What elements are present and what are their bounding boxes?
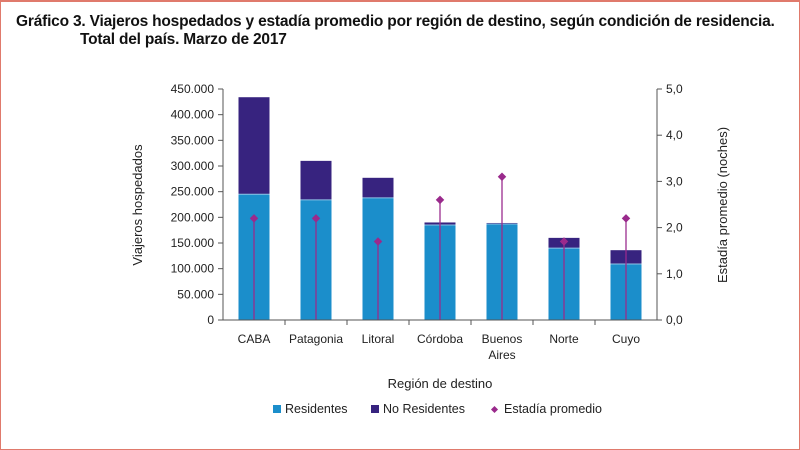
bar-no-residentes xyxy=(300,160,332,200)
y2-tick-label: 5,0 xyxy=(666,82,683,96)
chart-title-line2: Total del país. Marzo de 2017 xyxy=(80,31,287,48)
x-tick-label: Buenos xyxy=(482,332,523,346)
y2-tick-label: 4,0 xyxy=(666,128,683,142)
y-tick-label: 450.000 xyxy=(171,82,215,96)
y-tick-label: 100.000 xyxy=(171,262,215,276)
y2-tick-label: 3,0 xyxy=(666,174,683,188)
y2-axis-title: Estadía promedio (noches) xyxy=(715,127,730,283)
legend-label-residentes: Residentes xyxy=(285,402,348,416)
x-tick-label: Litoral xyxy=(362,332,395,346)
y-tick-label: 200.000 xyxy=(171,210,215,224)
legend-label-estadia: Estadía promedio xyxy=(504,402,602,416)
y-tick-label: 150.000 xyxy=(171,236,215,250)
legend-swatch-residentes xyxy=(273,405,281,413)
y-tick-label: 50.000 xyxy=(177,287,214,301)
x-tick-label: Córdoba xyxy=(417,332,463,346)
y2-tick-label: 2,0 xyxy=(666,221,683,235)
y-tick-label: 400.000 xyxy=(171,108,215,122)
y-tick-label: 0 xyxy=(207,313,214,327)
estadia-marker xyxy=(249,214,259,223)
estadia-marker xyxy=(435,195,445,205)
legend-item-estadia: Estadía promedio xyxy=(489,402,602,416)
chart-title-line1: Gráfico 3. Viajeros hospedados y estadía… xyxy=(16,13,775,30)
x-tick-label: Norte xyxy=(549,332,579,346)
x-axis-title: Región de destino xyxy=(388,376,493,391)
legend-swatch-no-residentes xyxy=(371,405,379,413)
legend-item-no-residentes: No Residentes xyxy=(371,402,465,416)
estadia-marker xyxy=(621,214,631,223)
estadia-marker xyxy=(311,214,321,223)
y-tick-label: 300.000 xyxy=(171,159,215,173)
estadia-marker xyxy=(373,237,383,246)
x-tick-label: Patagonia xyxy=(289,332,343,346)
x-tick-label: Aires xyxy=(488,348,515,362)
y2-tick-label: 0,0 xyxy=(666,313,683,327)
legend-item-residentes: Residentes xyxy=(273,402,348,416)
y-tick-label: 250.000 xyxy=(171,185,215,199)
y-tick-label: 350.000 xyxy=(171,133,215,147)
chart-title: Gráfico 3. Viajeros hospedados y estadía… xyxy=(16,13,775,49)
bar-no-residentes xyxy=(362,177,394,198)
axes-group: CABA Patagonia Litoral Córdoba Buenos Aires No… xyxy=(171,82,683,362)
legend-label-no-residentes: No Residentes xyxy=(383,402,465,416)
estadia-marker xyxy=(497,172,507,182)
legend-marker-estadia-diamond-icon xyxy=(490,405,499,413)
y-axis-title: Viajeros hospedados xyxy=(130,144,145,266)
bar-no-residentes xyxy=(238,97,270,195)
x-tick-label: CABA xyxy=(238,332,271,346)
estadia-stems-group xyxy=(253,176,627,320)
y2-tick-label: 1,0 xyxy=(666,267,683,281)
x-tick-label: Cuyo xyxy=(612,332,640,346)
